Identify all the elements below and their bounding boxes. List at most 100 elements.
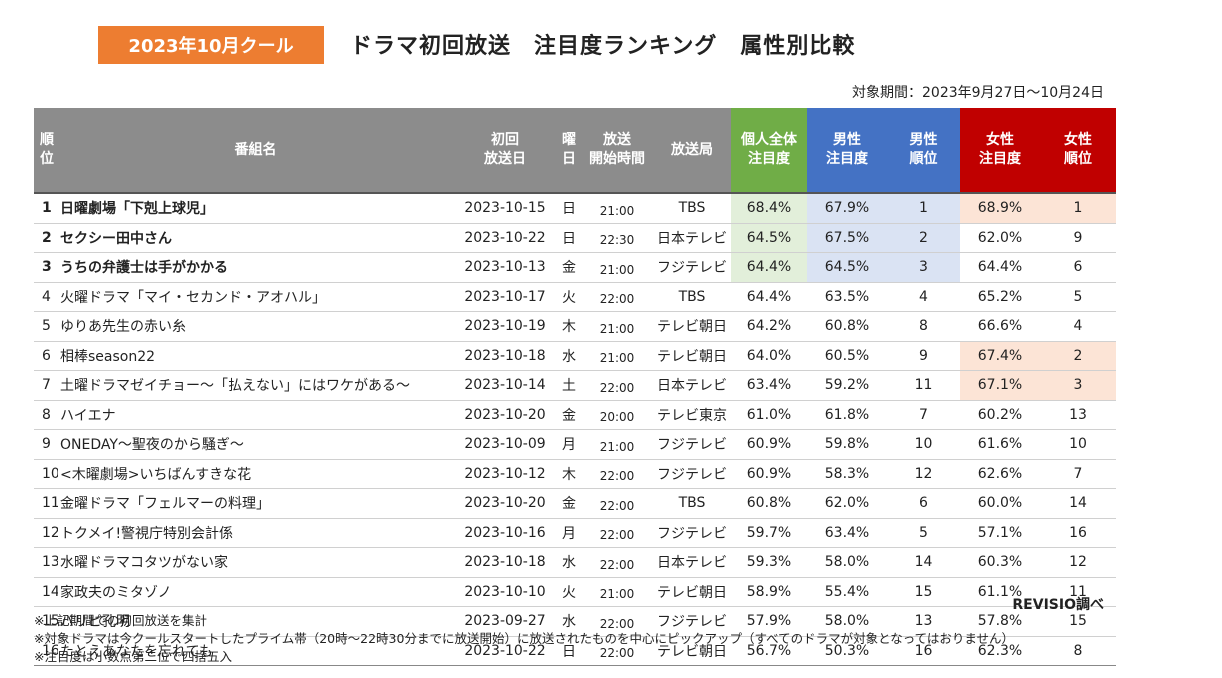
col-female-rank-header: 女性 順位 [1040, 108, 1116, 193]
day-cell: 金 [557, 488, 581, 519]
table-row: 12 トクメイ!警視庁特別会計係 2023-10-16 月 22:00 フジテレ… [34, 518, 1116, 548]
date-cell: 2023-10-15 [453, 192, 557, 224]
personal-score-cell: 64.4% [731, 282, 807, 312]
male-rank-cell: 7 [887, 400, 960, 430]
date-cell: 2023-10-22 [453, 636, 557, 666]
footnotes: ※上記期間での初回放送を集計 ※対象ドラマは今クールスタートしたプライム帯（20… [34, 612, 1014, 666]
day-cell: 水 [557, 341, 581, 371]
day-cell: 水 [557, 547, 581, 578]
time-cell: 21:00 [581, 577, 653, 607]
female-score-cell: 60.0% [960, 488, 1040, 519]
station-cell: TBS [653, 282, 731, 312]
male-rank-cell: 2 [887, 223, 960, 253]
male-score-cell: 55.4% [807, 577, 887, 607]
male-rank-cell: 8 [887, 311, 960, 342]
rank-cell: 8 [34, 400, 58, 430]
female-rank-cell: 4 [1040, 311, 1116, 342]
day-cell: 月 [557, 429, 581, 460]
footnote: ※対象ドラマは今クールスタートしたプライム帯（20時～22時30分までに放送開始… [34, 631, 1014, 646]
male-score-cell: 60.8% [807, 311, 887, 342]
male-score-cell: 59.2% [807, 370, 887, 401]
male-rank-cell: 13 [887, 606, 960, 637]
personal-score-cell: 60.9% [731, 429, 807, 460]
col-station-header: 放送局 [653, 108, 731, 193]
female-rank-cell: 11 [1040, 577, 1116, 607]
program-name-cell: ゆりあ先生の赤い糸 [58, 311, 453, 342]
col-rank-header: 順 位 [34, 108, 58, 193]
time-cell: 22:00 [581, 606, 653, 637]
personal-score-cell: 64.2% [731, 311, 807, 342]
table-row: 9 ONEDAY～聖夜のから騒ぎ～ 2023-10-09 月 21:00 フジテ… [34, 429, 1116, 460]
program-name-cell: 水曜ドラマコタツがない家 [58, 547, 453, 578]
time-cell: 22:00 [581, 459, 653, 489]
footnote: ※注目度は小数点第二位で四捨五入 [34, 649, 232, 664]
personal-score-cell: 64.5% [731, 223, 807, 253]
rank-cell: 6 [34, 341, 58, 371]
female-rank-cell: 6 [1040, 252, 1116, 283]
male-rank-cell: 4 [887, 282, 960, 312]
male-score-cell: 63.5% [807, 282, 887, 312]
female-score-cell: 67.1% [960, 370, 1040, 401]
time-cell: 22:00 [581, 370, 653, 401]
female-rank-cell: 14 [1040, 488, 1116, 519]
station-cell: TBS [653, 488, 731, 519]
date-cell: 2023-10-16 [453, 518, 557, 548]
male-score-cell: 50.3% [807, 636, 887, 666]
male-rank-cell: 9 [887, 341, 960, 371]
station-cell: 日本テレビ [653, 370, 731, 401]
male-score-cell: 64.5% [807, 252, 887, 283]
table-row: 1 日曜劇場「下剋上球児」 2023-10-15 日 21:00 TBS 68.… [34, 192, 1116, 224]
time-cell: 21:00 [581, 252, 653, 283]
personal-score-cell: 68.4% [731, 192, 807, 224]
rank-cell: 10 [34, 459, 58, 489]
male-rank-cell: 3 [887, 252, 960, 283]
date-cell: 2023-10-10 [453, 577, 557, 607]
female-rank-cell: 2 [1040, 341, 1116, 371]
male-rank-cell: 14 [887, 547, 960, 578]
rank-cell: 15 [34, 606, 58, 637]
female-score-cell: 64.4% [960, 252, 1040, 283]
date-cell: 2023-10-22 [453, 223, 557, 253]
day-cell: 金 [557, 252, 581, 283]
table-row: 10 <木曜劇場>いちばんすきな花 2023-10-12 木 22:00 フジテ… [34, 459, 1116, 489]
male-score-cell: 59.8% [807, 429, 887, 460]
date-cell: 2023-10-14 [453, 370, 557, 401]
station-cell: TBS [653, 192, 731, 224]
female-score-cell: 68.9% [960, 192, 1040, 224]
rank-cell: 12 [34, 518, 58, 548]
table-row: 7 土曜ドラマゼイチョー～「払えない」にはワケがある～ 2023-10-14 土… [34, 370, 1116, 401]
personal-score-cell: 59.7% [731, 518, 807, 548]
male-rank-cell: 1 [887, 192, 960, 224]
ranking-table: 順 位 番組名 初回 放送日 曜 日 放送 開始時間 放送局 個人全体 注目度 … [34, 108, 1116, 666]
female-score-cell: 61.1% [960, 577, 1040, 607]
col-time-header: 放送 開始時間 [581, 108, 653, 193]
station-cell: テレビ朝日 [653, 577, 731, 607]
male-rank-cell: 10 [887, 429, 960, 460]
time-cell: 22:00 [581, 636, 653, 666]
program-name-cell: 火曜ドラマ「マイ・セカンド・アオハル」 [58, 282, 453, 312]
female-rank-cell: 12 [1040, 547, 1116, 578]
station-cell: 日本テレビ [653, 223, 731, 253]
rank-cell: 16 [34, 636, 58, 666]
day-cell: 木 [557, 311, 581, 342]
table-row: 15 パリピ孔明 2023-09-27 水 22:00 フジテレビ 57.9% … [34, 606, 1116, 637]
personal-score-cell: 56.7% [731, 636, 807, 666]
personal-score-cell: 58.9% [731, 577, 807, 607]
female-rank-cell: 15 [1040, 606, 1116, 637]
male-score-cell: 67.5% [807, 223, 887, 253]
male-score-cell: 62.0% [807, 488, 887, 519]
male-score-cell: 58.0% [807, 606, 887, 637]
male-rank-cell: 16 [887, 636, 960, 666]
col-name-header: 番組名 [58, 108, 453, 193]
time-cell: 21:00 [581, 341, 653, 371]
date-cell: 2023-10-17 [453, 282, 557, 312]
footnote: ※上記期間での初回放送を集計 [34, 613, 207, 628]
station-cell: 日本テレビ [653, 547, 731, 578]
male-score-cell: 58.3% [807, 459, 887, 489]
rank-cell: 11 [34, 488, 58, 519]
rank-cell: 3 [34, 252, 58, 283]
table-row: 3 うちの弁護士は手がかかる 2023-10-13 金 21:00 フジテレビ … [34, 252, 1116, 283]
table-header-row: 順 位 番組名 初回 放送日 曜 日 放送 開始時間 放送局 個人全体 注目度 … [34, 108, 1116, 193]
date-cell: 2023-10-18 [453, 341, 557, 371]
female-score-cell: 61.6% [960, 429, 1040, 460]
